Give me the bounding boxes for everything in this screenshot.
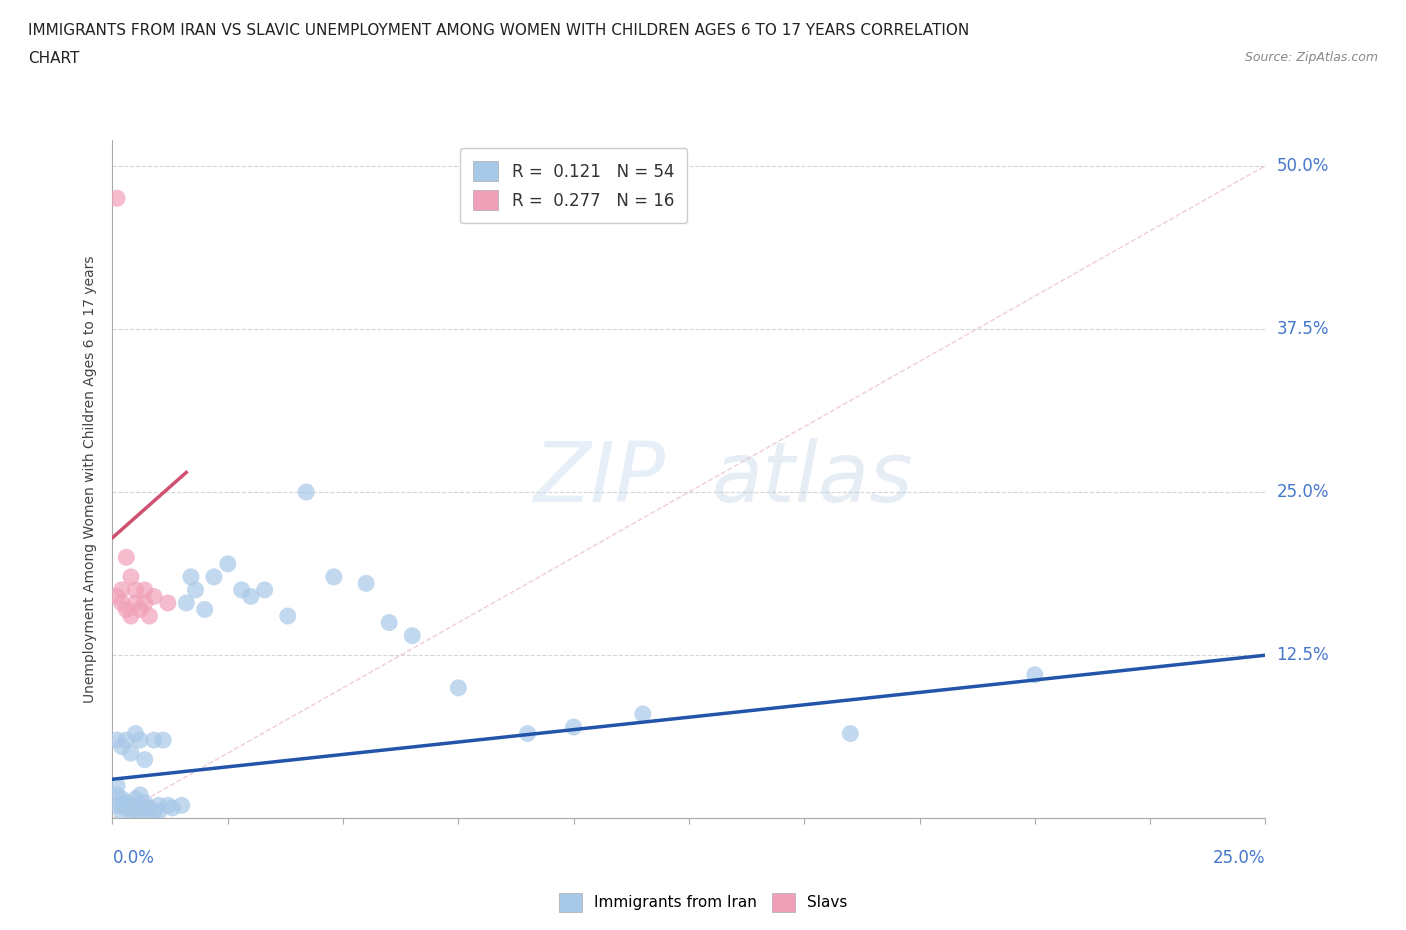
Point bbox=[115, 795, 138, 810]
Point bbox=[111, 791, 134, 806]
Point bbox=[111, 595, 134, 610]
Point bbox=[105, 191, 128, 206]
Point bbox=[354, 576, 377, 591]
Legend: Immigrants from Iran, Slavs: Immigrants from Iran, Slavs bbox=[553, 887, 853, 918]
Point bbox=[631, 707, 654, 722]
Point bbox=[134, 752, 156, 767]
Legend: R =  0.121   N = 54, R =  0.277   N = 16: R = 0.121 N = 54, R = 0.277 N = 16 bbox=[460, 148, 688, 223]
Point bbox=[194, 602, 217, 617]
Point bbox=[111, 739, 134, 754]
Point bbox=[120, 569, 142, 584]
Point bbox=[180, 569, 202, 584]
Point bbox=[134, 582, 156, 597]
Point bbox=[120, 746, 142, 761]
Point bbox=[239, 589, 262, 604]
Point bbox=[378, 615, 401, 630]
Point bbox=[129, 788, 152, 803]
Point bbox=[143, 589, 166, 604]
Text: 0.0%: 0.0% bbox=[112, 849, 155, 867]
Point bbox=[148, 804, 170, 819]
Point bbox=[115, 733, 138, 748]
Point bbox=[111, 798, 134, 813]
Point bbox=[1024, 668, 1046, 683]
Point bbox=[516, 726, 538, 741]
Point bbox=[105, 733, 128, 748]
Point bbox=[129, 804, 152, 819]
Text: 25.0%: 25.0% bbox=[1277, 483, 1329, 501]
Point bbox=[115, 550, 138, 565]
Point bbox=[129, 733, 152, 748]
Point bbox=[162, 801, 184, 816]
Point bbox=[134, 795, 156, 810]
Point bbox=[143, 804, 166, 819]
Point bbox=[115, 801, 138, 816]
Point bbox=[839, 726, 862, 741]
Point bbox=[138, 608, 160, 623]
Point bbox=[217, 556, 239, 571]
Text: 37.5%: 37.5% bbox=[1277, 320, 1329, 338]
Point bbox=[105, 778, 128, 793]
Point bbox=[295, 485, 318, 499]
Point bbox=[111, 582, 134, 597]
Text: Source: ZipAtlas.com: Source: ZipAtlas.com bbox=[1244, 51, 1378, 64]
Point bbox=[152, 733, 174, 748]
Point bbox=[129, 602, 152, 617]
Point bbox=[105, 788, 128, 803]
Point bbox=[124, 595, 146, 610]
Point bbox=[231, 582, 253, 597]
Point bbox=[124, 804, 146, 819]
Text: atlas: atlas bbox=[711, 438, 914, 520]
Point bbox=[562, 720, 585, 735]
Point bbox=[120, 798, 142, 813]
Point bbox=[115, 602, 138, 617]
Point bbox=[174, 595, 197, 610]
Point bbox=[202, 569, 225, 584]
Point bbox=[184, 582, 207, 597]
Text: 50.0%: 50.0% bbox=[1277, 156, 1329, 175]
Text: 12.5%: 12.5% bbox=[1277, 646, 1329, 664]
Point bbox=[156, 595, 179, 610]
Point bbox=[156, 798, 179, 813]
Text: CHART: CHART bbox=[28, 51, 80, 66]
Point bbox=[143, 733, 166, 748]
Point bbox=[124, 582, 146, 597]
Point bbox=[124, 726, 146, 741]
Point bbox=[105, 589, 128, 604]
Point bbox=[253, 582, 276, 597]
Text: ZIP: ZIP bbox=[534, 438, 666, 520]
Point bbox=[111, 804, 134, 819]
Point bbox=[277, 608, 299, 623]
Point bbox=[120, 608, 142, 623]
Point bbox=[124, 791, 146, 806]
Point bbox=[138, 804, 160, 819]
Point bbox=[170, 798, 193, 813]
Point bbox=[134, 801, 156, 816]
Point bbox=[120, 804, 142, 819]
Point bbox=[134, 595, 156, 610]
Point bbox=[148, 798, 170, 813]
Text: IMMIGRANTS FROM IRAN VS SLAVIC UNEMPLOYMENT AMONG WOMEN WITH CHILDREN AGES 6 TO : IMMIGRANTS FROM IRAN VS SLAVIC UNEMPLOYM… bbox=[28, 23, 969, 38]
Point bbox=[105, 798, 128, 813]
Point bbox=[322, 569, 344, 584]
Y-axis label: Unemployment Among Women with Children Ages 6 to 17 years: Unemployment Among Women with Children A… bbox=[83, 255, 97, 703]
Point bbox=[138, 801, 160, 816]
Point bbox=[447, 681, 470, 696]
Text: 25.0%: 25.0% bbox=[1213, 849, 1265, 867]
Point bbox=[401, 628, 423, 643]
